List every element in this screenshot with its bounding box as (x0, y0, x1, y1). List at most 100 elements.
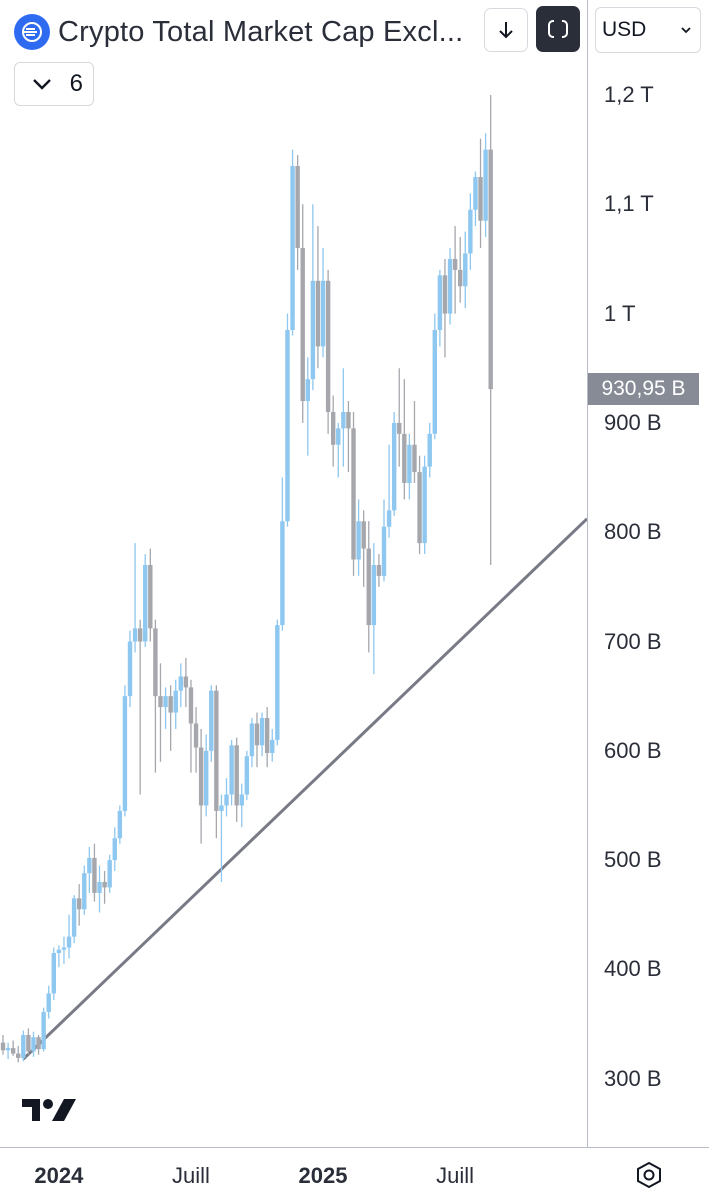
candle[interactable] (391, 411, 397, 516)
candle[interactable] (270, 728, 275, 762)
candle[interactable] (132, 543, 138, 653)
candle[interactable] (137, 619, 143, 795)
tradingview-logo[interactable] (20, 1096, 80, 1124)
indicators-collapse-button[interactable]: 6 (14, 62, 94, 106)
candle[interactable] (127, 630, 133, 708)
candle[interactable] (46, 985, 51, 1019)
candle[interactable] (122, 685, 128, 817)
candle[interactable] (483, 133, 488, 238)
candle[interactable] (437, 269, 443, 347)
time-axis[interactable]: 2024 Juill 2025 Juill (0, 1147, 709, 1201)
candle[interactable] (351, 411, 356, 576)
candle[interactable] (71, 895, 77, 944)
candle[interactable] (315, 226, 321, 369)
candle[interactable] (148, 548, 153, 642)
candle[interactable] (31, 1031, 36, 1057)
candle[interactable] (163, 687, 168, 729)
candle[interactable] (112, 827, 117, 872)
candle[interactable] (107, 854, 112, 893)
candle[interactable] (305, 357, 310, 456)
candle[interactable] (381, 499, 387, 582)
candle[interactable] (356, 499, 361, 576)
candle[interactable] (234, 737, 239, 822)
candle[interactable] (77, 884, 82, 926)
candle[interactable] (66, 914, 72, 959)
candle[interactable] (153, 619, 158, 773)
candle[interactable] (168, 685, 173, 751)
candle[interactable] (158, 663, 163, 762)
trendline[interactable] (22, 517, 587, 1061)
candle[interactable] (5, 1042, 11, 1060)
candle[interactable] (290, 149, 295, 336)
candle[interactable] (26, 1028, 31, 1055)
candle[interactable] (92, 843, 97, 902)
candle[interactable] (61, 936, 67, 964)
candle[interactable] (300, 204, 305, 423)
candle[interactable] (87, 846, 92, 893)
candle[interactable] (204, 734, 209, 817)
candle[interactable] (264, 707, 270, 768)
candle[interactable] (341, 368, 346, 467)
candle[interactable] (143, 554, 148, 647)
candle[interactable] (97, 865, 102, 913)
candle[interactable] (254, 712, 260, 768)
candle[interactable] (193, 707, 199, 773)
candle[interactable] (198, 728, 204, 844)
candle[interactable] (452, 226, 458, 314)
candle[interactable] (468, 193, 473, 270)
candle[interactable] (331, 395, 336, 467)
candle[interactable] (473, 171, 478, 227)
candle[interactable] (102, 871, 107, 904)
candle[interactable] (117, 805, 123, 844)
candle[interactable] (280, 477, 285, 631)
candle[interactable] (478, 138, 483, 249)
candle[interactable] (239, 783, 244, 828)
candlestick-chart[interactable] (0, 0, 587, 1147)
crypto-cap-icon[interactable] (14, 14, 50, 50)
chart-plot-area[interactable]: Crypto Total Market Cap Excl... 6 (0, 0, 587, 1147)
candle[interactable] (0, 1034, 6, 1055)
candle[interactable] (442, 258, 448, 358)
candle[interactable] (366, 521, 371, 653)
candle[interactable] (432, 313, 437, 440)
candle[interactable] (56, 945, 62, 968)
candle[interactable] (285, 313, 290, 527)
candle[interactable] (371, 543, 377, 675)
fullscreen-button[interactable] (536, 6, 580, 52)
candle[interactable] (173, 679, 178, 729)
candle[interactable] (320, 248, 326, 358)
candle[interactable] (463, 231, 468, 309)
currency-select[interactable]: USD (595, 7, 701, 53)
candle[interactable] (259, 712, 265, 757)
candle[interactable] (188, 679, 194, 773)
candle[interactable] (427, 422, 432, 478)
download-button[interactable] (484, 8, 528, 52)
candle[interactable] (244, 750, 250, 800)
candle[interactable] (16, 1045, 21, 1063)
candle[interactable] (183, 657, 189, 708)
candle[interactable] (229, 739, 234, 806)
candle[interactable] (178, 663, 183, 708)
candle[interactable] (82, 865, 87, 915)
candle[interactable] (346, 401, 351, 473)
candle[interactable] (458, 237, 463, 303)
candle[interactable] (51, 947, 56, 1001)
candle[interactable] (412, 401, 417, 484)
candle[interactable] (336, 422, 341, 478)
candle[interactable] (417, 455, 422, 555)
candle[interactable] (310, 204, 316, 391)
candle[interactable] (21, 1030, 26, 1062)
candle[interactable] (219, 794, 224, 882)
candle[interactable] (36, 1034, 41, 1055)
candle[interactable] (41, 1007, 46, 1052)
candle[interactable] (295, 155, 300, 270)
candle[interactable] (407, 433, 412, 500)
candle[interactable] (361, 510, 366, 587)
candle[interactable] (275, 619, 280, 746)
settings-icon[interactable] (634, 1160, 664, 1190)
candle[interactable] (397, 368, 402, 467)
candle[interactable] (488, 95, 493, 565)
price-axis[interactable]: 1,2 T 1,1 T 1 T 900 B 800 B 700 B 600 B 500 B 40… (587, 0, 709, 1147)
chart-title[interactable]: Crypto Total Market Cap Excl... (58, 15, 464, 48)
candle[interactable] (447, 248, 453, 325)
